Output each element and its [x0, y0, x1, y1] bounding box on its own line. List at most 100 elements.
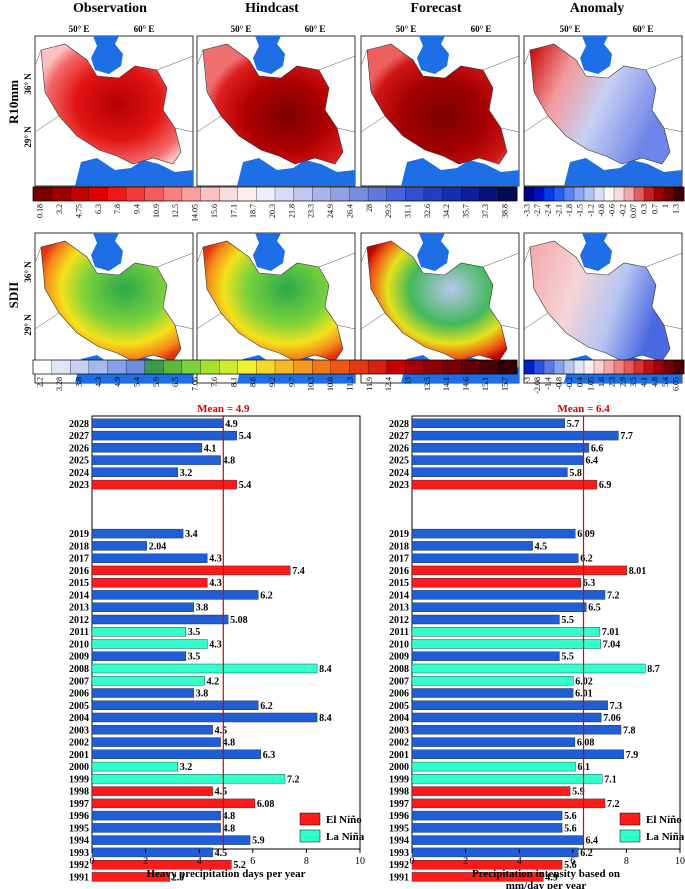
lon-label: 60° E [134, 24, 155, 34]
year-label: 1995 [69, 823, 89, 834]
year-label: 2003 [389, 725, 409, 736]
r10mm-colorbar: 0.18 3.2 4.75 6.3 7.8 9.4 10.9 12.5 14.05 15.6 17.… [32, 186, 518, 222]
colorbar-swatch [32, 186, 53, 202]
colorbar-swatch [218, 359, 239, 375]
bar [411, 786, 571, 796]
x-tick-label: 8 [624, 856, 629, 867]
colorbar-swatch [423, 359, 443, 375]
colorbar-tick-label: 4.9 [113, 377, 122, 387]
value-label: 5.6 [564, 823, 577, 834]
sdii-colorbar: 2.2 3.28 3.8 4.3 4.9 5.4 5.9 6.5 7.06 7.6 8.1 8.6 9.… [32, 359, 518, 391]
precip-intensity-chart: 2028 5.7 2027 7.7 2026 6.6 2025 6.4 2024 5.8 2023 6… [389, 403, 685, 889]
colorbar-tick-label: 35.7 [462, 204, 471, 218]
year-label: 1999 [389, 774, 409, 785]
country-border [360, 49, 520, 133]
value-label: 4.3 [209, 640, 222, 651]
bar [411, 651, 560, 661]
colorbar-swatch [386, 186, 406, 202]
bar [411, 541, 533, 551]
colorbar-swatch [386, 359, 406, 375]
colorbar-swatch [673, 186, 685, 202]
value-label: 6.09 [577, 529, 595, 540]
bar [411, 725, 622, 735]
iran-region [202, 43, 344, 165]
value-label: 4.8 [223, 811, 236, 822]
colorbar-tick-label: -2.7 [533, 204, 542, 217]
colorbar-tick-label: 7.06 [191, 377, 200, 391]
bar [91, 676, 205, 686]
bar [411, 602, 587, 612]
year-label: 2005 [389, 701, 409, 712]
col-title-hindcast: Hindcast [245, 1, 299, 16]
caspian-sea [417, 233, 449, 271]
year-label: 1991 [69, 872, 89, 883]
colorbar-tick-label: 17.1 [229, 204, 238, 218]
year-label: 2009 [69, 652, 89, 663]
colorbar-tick-label: 10.3 [307, 377, 316, 391]
bar [91, 418, 224, 428]
year-label: 1992 [69, 860, 89, 871]
year-label: 2003 [69, 725, 89, 736]
colorbar-swatch [367, 186, 388, 202]
bar [91, 798, 256, 809]
colorbar-swatch [125, 186, 146, 202]
colorbar-swatch [498, 186, 518, 202]
colorbar-swatch [460, 186, 481, 202]
value-label: 5.2 [233, 860, 246, 871]
year-label: 1992 [389, 860, 409, 871]
year-label: 1996 [389, 811, 409, 822]
colorbar-tick-label: 23.3 [307, 204, 316, 218]
year-label: 1994 [69, 836, 89, 847]
bar [411, 418, 566, 428]
colorbar-tick-label: 9.7 [287, 377, 296, 387]
colorbar-tick-label: 26.4 [345, 204, 354, 218]
iran-region [40, 240, 182, 362]
bar [411, 835, 584, 845]
year-label: 2027 [389, 431, 409, 442]
year-label: 2007 [69, 676, 89, 687]
colorbar-swatch [200, 186, 220, 202]
colorbar-tick-label: 5.4 [133, 377, 142, 387]
year-label: 2000 [69, 762, 89, 773]
colorbar-swatch [543, 359, 555, 375]
value-label: 4.9 [545, 872, 558, 883]
year-label: 2028 [389, 419, 409, 430]
colorbar-tick-label: 15.1 [481, 377, 490, 391]
colorbar-tick-label: 13.5 [423, 377, 432, 391]
row-label-sdii: SDII [6, 282, 21, 309]
bar [91, 651, 187, 661]
colorbar-tick-label: 6.5 [171, 377, 180, 387]
colorbar-tick-label: -0.8 [554, 377, 563, 390]
colorbar-swatch [312, 359, 332, 375]
colorbar-tick-label: 5.4 [661, 377, 670, 387]
map-panel [523, 232, 683, 384]
bar [91, 541, 147, 551]
year-label: 2008 [69, 664, 89, 675]
year-label: 2010 [389, 640, 409, 651]
colorbar-swatch [405, 186, 425, 202]
colorbar-outline [32, 186, 518, 202]
bar [91, 872, 170, 882]
bar [411, 455, 584, 465]
year-label: 2025 [69, 456, 89, 467]
colorbar-tick-label: 18.7 [249, 204, 258, 218]
value-label: 3.8 [196, 689, 209, 700]
country-border [34, 246, 194, 330]
bar [411, 872, 544, 882]
caspian-sea [417, 36, 449, 74]
colorbar-swatch [200, 359, 220, 375]
colorbar-tick-label: 0.3 [640, 204, 649, 214]
colorbar-swatch [442, 186, 462, 202]
colorbar-tick-label: 21.8 [287, 204, 296, 218]
year-label: 2026 [69, 443, 89, 454]
colorbar-tick-label: 8.6 [249, 377, 258, 387]
colorbar-swatch [349, 359, 369, 375]
colorbar-swatch [107, 186, 127, 202]
colorbar-swatch [643, 186, 655, 202]
year-label: 2008 [389, 664, 409, 675]
year-label: 2011 [70, 627, 89, 638]
colorbar-tick-label: -1.8 [565, 204, 574, 217]
colorbar-swatch [107, 359, 127, 375]
colorbar-tick-label: -2.4 [544, 204, 553, 217]
